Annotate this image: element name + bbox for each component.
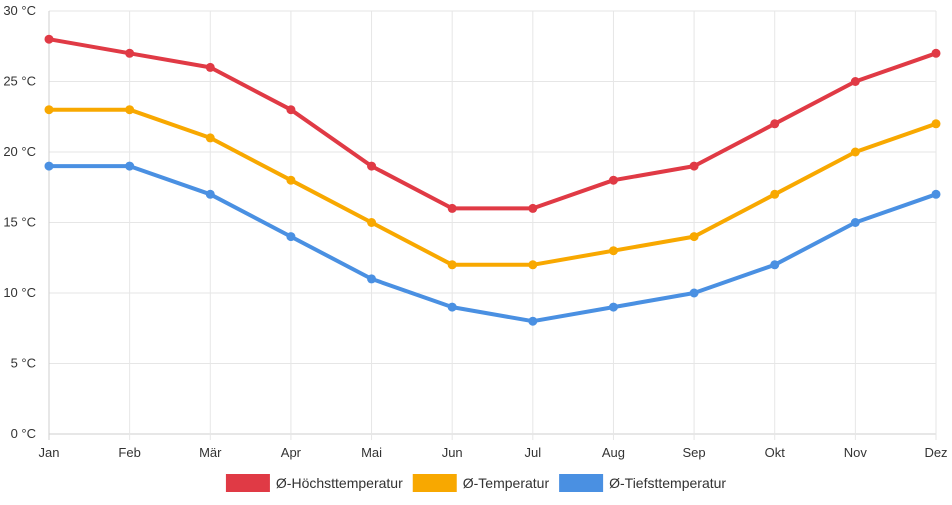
data-point xyxy=(125,161,135,171)
data-point xyxy=(447,302,457,312)
series-line-2 xyxy=(47,107,938,267)
x-tick-label: Aug xyxy=(602,445,625,460)
data-point xyxy=(286,105,296,115)
data-point xyxy=(528,203,538,213)
data-point xyxy=(689,288,699,298)
legend-label: Ø-Temperatur xyxy=(463,475,550,491)
data-point xyxy=(205,62,215,72)
legend-swatch xyxy=(559,474,604,492)
x-tick-label: Mär xyxy=(199,445,222,460)
data-point xyxy=(770,260,780,270)
x-tick-label: Jun xyxy=(442,445,463,460)
data-point xyxy=(367,161,377,171)
data-point xyxy=(528,316,538,326)
y-tick-label: 10 °C xyxy=(3,285,36,300)
x-tick-label: Nov xyxy=(844,445,868,460)
data-point xyxy=(205,189,215,199)
y-tick-label: 25 °C xyxy=(3,74,36,89)
data-point xyxy=(770,189,780,199)
y-tick-label: 0 °C xyxy=(11,426,36,441)
y-tick-label: 20 °C xyxy=(3,144,36,159)
data-point xyxy=(608,302,618,312)
data-point xyxy=(850,77,860,86)
data-point xyxy=(286,232,296,242)
data-point xyxy=(367,218,377,227)
data-point xyxy=(44,34,54,44)
legend-swatch xyxy=(225,474,270,492)
y-tick-label: 5 °C xyxy=(11,356,36,371)
legend-label: Ø-Tiefsttemperatur xyxy=(609,475,726,491)
data-point xyxy=(528,260,538,270)
data-point xyxy=(931,48,941,58)
series-line-1 xyxy=(47,37,938,211)
legend-swatch xyxy=(412,474,457,492)
data-point xyxy=(447,203,457,213)
x-tick-label: Sep xyxy=(683,445,706,460)
x-tick-label: Okt xyxy=(765,445,786,460)
data-point xyxy=(608,175,618,185)
x-tick-label: Dez xyxy=(924,445,947,460)
data-point xyxy=(850,147,860,157)
data-point xyxy=(931,189,941,199)
data-point xyxy=(689,161,699,171)
axis-layer: 0 °C 5 °C 10 °C 15 °C 20 °C 25 °C 30 °C Jan Feb M… xyxy=(3,3,947,460)
series-layer xyxy=(44,34,941,326)
x-tick-label: Mai xyxy=(361,445,382,460)
data-point xyxy=(44,161,54,171)
y-tick-label: 30 °C xyxy=(3,3,36,18)
data-point xyxy=(286,175,296,185)
data-point xyxy=(205,133,215,143)
legend: Ø-Höchsttemperatur Ø-Temperatur Ø-Tiefstte… xyxy=(225,474,726,492)
data-point xyxy=(125,105,135,115)
data-point xyxy=(770,119,780,129)
data-point xyxy=(367,274,377,284)
grid-layer xyxy=(48,10,937,440)
legend-label: Ø-Höchsttemperatur xyxy=(276,475,403,491)
data-point xyxy=(850,218,860,227)
x-tick-label: Feb xyxy=(118,445,140,460)
data-point xyxy=(447,260,457,270)
data-point xyxy=(608,246,618,256)
x-tick-label: Jul xyxy=(525,445,542,460)
y-tick-label: 15 °C xyxy=(3,215,36,230)
data-point xyxy=(689,232,699,242)
x-tick-label: Apr xyxy=(281,445,302,460)
data-point xyxy=(931,119,941,129)
x-tick-label: Jan xyxy=(39,445,60,460)
data-point xyxy=(125,48,135,58)
series-line-3 xyxy=(47,164,938,324)
data-point xyxy=(44,105,54,115)
